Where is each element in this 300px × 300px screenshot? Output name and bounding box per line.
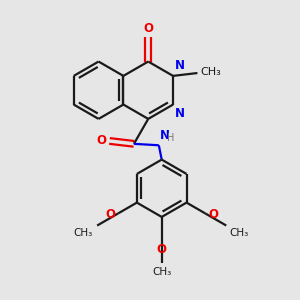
Text: O: O — [157, 243, 167, 256]
Text: N: N — [176, 107, 185, 120]
Text: O: O — [143, 22, 153, 35]
Text: N: N — [175, 59, 184, 72]
Text: H: H — [167, 133, 174, 143]
Text: CH₃: CH₃ — [229, 228, 248, 239]
Text: CH₃: CH₃ — [201, 67, 222, 76]
Text: CH₃: CH₃ — [152, 267, 171, 277]
Text: O: O — [105, 208, 116, 221]
Text: CH₃: CH₃ — [74, 228, 93, 239]
Text: O: O — [97, 134, 107, 148]
Text: N: N — [160, 129, 170, 142]
Text: O: O — [208, 208, 218, 221]
